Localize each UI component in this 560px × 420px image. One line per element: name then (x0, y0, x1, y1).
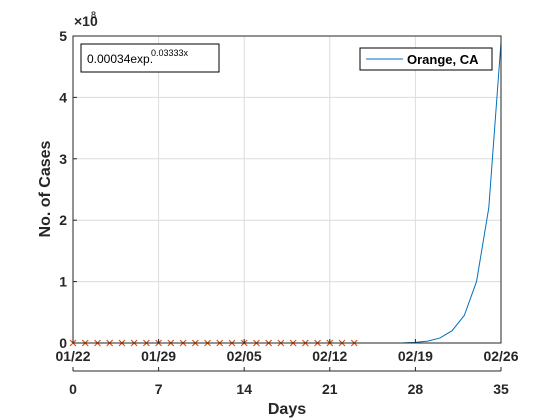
x-tick-label: 35 (493, 381, 509, 397)
x-tick-label: 21 (322, 381, 338, 397)
y-axis-label: No. of Cases (37, 140, 54, 237)
y-tick-label: 1 (59, 274, 67, 290)
date-tick-label: 02/19 (398, 348, 433, 364)
x-axis-label: Days (268, 401, 306, 418)
date-tick-label: 01/22 (55, 348, 90, 364)
y-tick-label: 0 (59, 335, 67, 351)
y-tick-label: 4 (59, 89, 67, 105)
grid (73, 36, 501, 343)
equation-annotation: 0.00034exp. 0.03333x (80, 43, 220, 73)
x-tick-label: 14 (236, 381, 252, 397)
tick-layer: 001/22701/291402/052102/122802/193502/26… (55, 28, 518, 397)
y-exponent-power: 8 (91, 10, 96, 20)
x-tick-label: 7 (155, 381, 163, 397)
date-tick-label: 01/29 (141, 348, 176, 364)
date-tick-label: 02/05 (227, 348, 262, 364)
y-exponent-label: ×10 8 (74, 10, 98, 29)
equation-superscript: 0.03333x (151, 48, 189, 58)
date-tick-label: 02/12 (312, 348, 347, 364)
legend-box (359, 47, 493, 71)
y-tick-label: 2 (59, 212, 67, 228)
y-tick-label: 3 (59, 151, 67, 167)
plot-background (73, 36, 501, 343)
y-tick-label: 5 (59, 28, 67, 44)
legend: Orange, CA (359, 47, 493, 71)
y-exponent-base: ×10 (74, 13, 98, 29)
x-tick-label: 0 (69, 381, 77, 397)
axes-box (72, 35, 502, 344)
legend-label-orange-ca: Orange, CA (407, 52, 479, 67)
equation-text: 0.00034exp. (87, 52, 153, 66)
x-tick-label: 28 (408, 381, 424, 397)
date-tick-label: 02/26 (483, 348, 518, 364)
equation-box (80, 43, 220, 73)
